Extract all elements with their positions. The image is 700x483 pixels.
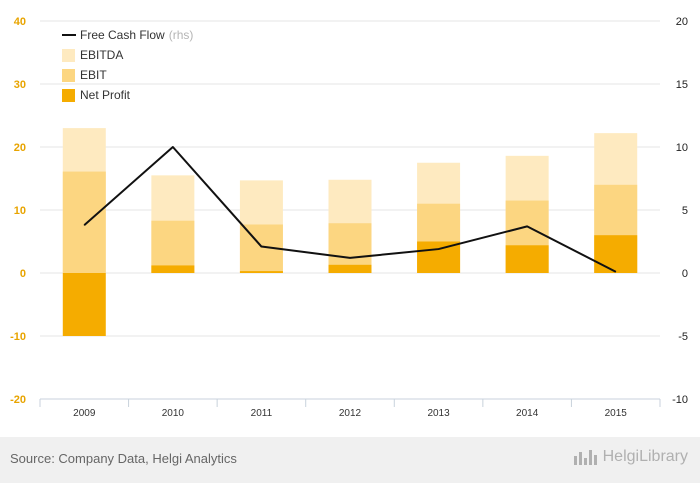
y-axis-right: 20 15 10 5 0 -5 -10 [672, 16, 688, 406]
gridlines [40, 20, 660, 337]
y-tick-label-left: 30 [14, 79, 26, 91]
y-tick-label-left: -10 [10, 331, 26, 343]
legend-label-free-cash-flow: Free Cash Flow [80, 28, 165, 42]
point-free-cash-flow-2009 [83, 224, 85, 226]
x-tick-label: 2010 [162, 408, 185, 419]
legend-label-net-profit: Net Profit [80, 88, 131, 102]
x-tick-label: 2012 [339, 408, 362, 419]
y-axis-left: 40 30 20 10 0 -10 -20 [10, 16, 26, 406]
chart-bars-icon [573, 448, 599, 466]
y-tick-label-left: 0 [20, 268, 26, 280]
source-text: Source: Company Data, Helgi Analytics [10, 451, 237, 466]
y-tick-label-right: -10 [672, 394, 688, 406]
point-free-cash-flow-2014 [526, 225, 528, 227]
x-tick-label: 2015 [605, 408, 628, 419]
bar-net-profit-2013 [417, 241, 461, 273]
y-tick-label-right: 15 [676, 79, 688, 91]
bar-net-profit-2011 [239, 271, 283, 273]
y-tick-label-right: 20 [676, 16, 688, 28]
bar-ebit-2010 [151, 220, 195, 273]
legend-label-ebitda: EBITDA [80, 48, 123, 62]
x-tick-label: 2014 [516, 408, 539, 419]
point-free-cash-flow-2013 [438, 248, 440, 250]
y-tick-label-left: 40 [14, 16, 26, 28]
y-tick-label-right: 5 [682, 205, 688, 217]
bar-net-profit-2014 [505, 245, 549, 273]
point-free-cash-flow-2011 [260, 246, 262, 248]
point-free-cash-flow-2015 [615, 271, 617, 273]
bar-ebit-2012 [328, 223, 372, 273]
y-tick-label-right: -5 [678, 331, 688, 343]
legend-swatch-ebitda [62, 49, 75, 62]
line-series [83, 146, 617, 273]
legend-label-ebit: EBIT [80, 68, 107, 82]
bar-net-profit-2010 [151, 265, 195, 273]
y-tick-label-right: 0 [682, 268, 688, 280]
x-tick-label: 2011 [251, 408, 273, 419]
y-tick-label-left: -20 [10, 394, 26, 406]
legend-swatch-ebit [62, 69, 75, 82]
footer: Source: Company Data, Helgi Analytics He… [0, 437, 700, 483]
helgi-library-logo: HelgiLibrary [573, 448, 688, 466]
legend-suffix-free-cash-flow: (rhs) [169, 28, 194, 42]
bar-series [62, 128, 638, 336]
legend-swatch-net-profit [62, 89, 75, 102]
y-tick-label-right: 10 [676, 142, 688, 154]
bar-net-profit-2009 [62, 273, 106, 336]
bar-ebit-2009 [62, 171, 106, 273]
y-tick-label-left: 20 [14, 142, 26, 154]
x-tick-label: 2013 [427, 408, 450, 419]
y-tick-label-left: 10 [14, 205, 26, 217]
point-free-cash-flow-2010 [172, 146, 174, 148]
point-free-cash-flow-2012 [349, 257, 351, 259]
bar-net-profit-2012 [328, 264, 372, 273]
x-tick-label: 2009 [73, 408, 96, 419]
bar-net-profit-2015 [594, 235, 638, 273]
logo-text: HelgiLibrary [602, 448, 688, 465]
x-axis: 2009 2010 2011 2012 2013 2014 2015 [39, 398, 661, 419]
legend: Free Cash Flow (rhs) EBITDA EBIT Net Profit [62, 28, 193, 102]
